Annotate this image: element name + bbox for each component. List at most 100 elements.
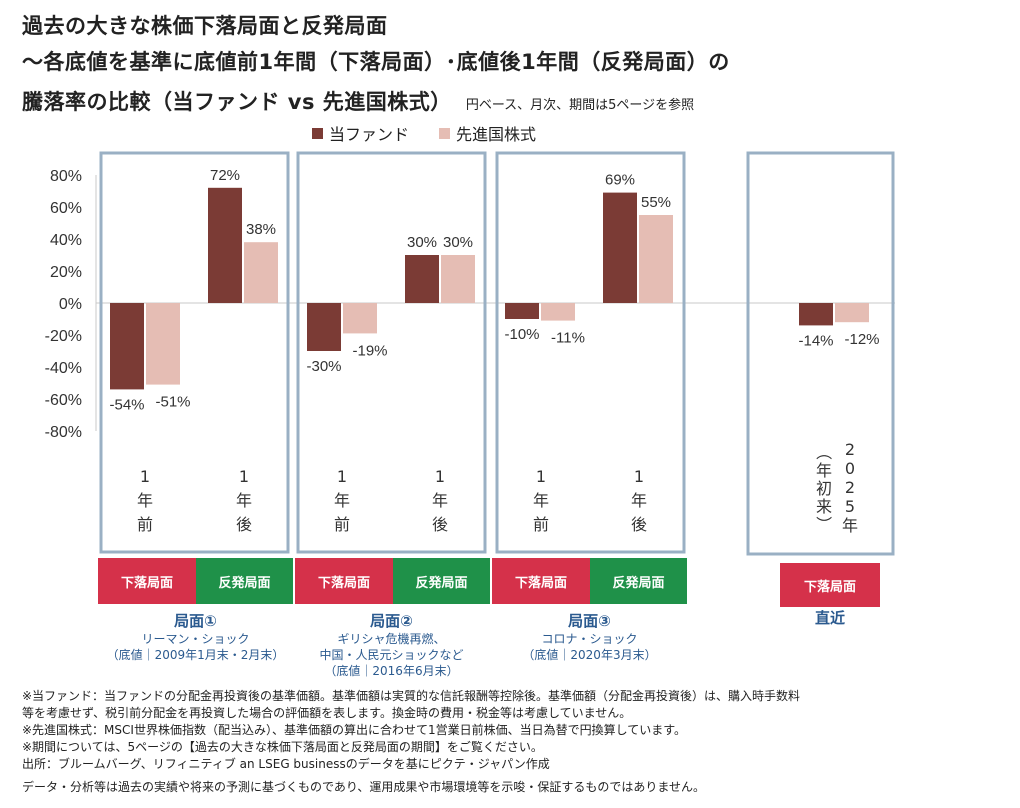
phase2-down-badge: 下落局面 (295, 558, 393, 604)
category-label-char: （ (814, 444, 833, 460)
phase2-name: 局面② (370, 612, 413, 630)
category-label-char: 1 (634, 467, 644, 486)
legend: 当ファンド 先進国株式 (312, 121, 566, 145)
phase2-event: ギリシャ危機再燃、 (337, 632, 446, 646)
phase1-info: 局面① リーマン・ショック （底値｜2009年1月末・2月末） (98, 610, 293, 663)
bar-index (146, 303, 180, 385)
phase1-up-badge: 反発局面 (196, 558, 293, 604)
y-tick-label: 0% (59, 296, 82, 313)
y-tick-label: 20% (50, 264, 82, 281)
title-line-3: 騰落率の比較（当ファンド vs 先進国株式） 円ベース、月次、期間は5ページを参照 (22, 86, 694, 116)
category-label-char: 後 (631, 515, 647, 534)
category-label-char: 年 (533, 491, 549, 510)
title-line-3-text: 騰落率の比較（当ファンド vs 先進国株式） (22, 90, 452, 114)
phase-frame (746, 151, 895, 556)
data-label-index: -19% (352, 342, 387, 359)
recent-name: 直近 (814, 609, 845, 627)
bar-index (244, 242, 278, 303)
footnote-4: ※期間については、5ページの【過去の大きな株価下落局面と反発局面の期間】をご覧く… (22, 740, 543, 754)
bar-fund (110, 303, 144, 390)
legend-label-index: 先進国株式 (456, 125, 537, 144)
phase3-down-badge: 下落局面 (492, 558, 590, 604)
category-label-char: 後 (236, 515, 252, 534)
data-label-fund: 30% (407, 234, 437, 251)
disclaimer: データ・分析等は過去の実績や将来の予測に基づくものであり、運用成果や市場環境等を… (22, 780, 706, 794)
category-label-char: 1 (239, 467, 249, 486)
title-line-1: 過去の大きな株価下落局面と反発局面 (22, 14, 388, 38)
footnote-5: 出所：ブルームバーグ、リフィニティブ an LSEG businessのデータを… (22, 757, 550, 771)
category-label-char: 初 (816, 479, 832, 498)
bar-fund (208, 187, 242, 303)
category-label-char: 年 (334, 491, 350, 510)
bar-fund (405, 255, 439, 303)
y-tick-label: -80% (45, 424, 82, 441)
phase3-bottom: （底値｜2020年3月末） (522, 648, 657, 662)
y-tick-label: 60% (50, 200, 82, 217)
title-line-2: ～各底値を基準に底値前1年間（下落局面）･底値後1年間（反発局面）の (22, 50, 730, 74)
y-tick-label: 80% (50, 168, 82, 185)
category-label-char: ） (814, 516, 833, 532)
category-label-char: 1 (337, 467, 347, 486)
category-label-char: 1 (435, 467, 445, 486)
category-label-char: 年 (842, 516, 858, 535)
bar-index (343, 303, 377, 334)
phase1-event: リーマン・ショック (141, 632, 250, 646)
category-label-char: 1 (140, 467, 150, 486)
category-label-char: 1 (536, 467, 546, 486)
category-label-char: 2 (845, 440, 855, 459)
phase2-up-badge: 反発局面 (393, 558, 490, 604)
phase-frame (296, 151, 487, 554)
y-tick-label: 40% (50, 232, 82, 249)
phase2-info: 局面② ギリシャ危機再燃、 中国・人民元ショックなど （底値｜2016年6月末） (293, 610, 490, 679)
bar-fund (505, 303, 539, 319)
phase1-name: 局面① (174, 612, 217, 630)
phase1-down-badge: 下落局面 (98, 558, 196, 604)
category-label-char: 5 (845, 497, 855, 516)
category-label-char: 0 (845, 459, 855, 478)
legend-swatch-index (439, 127, 451, 139)
data-label-fund: 69% (605, 172, 635, 189)
data-label-index: -11% (551, 330, 585, 347)
footnote-2: 等を考慮せず、税引前分配金を再投資した場合の評価額を表します。換金時の費用・税金… (22, 706, 632, 720)
category-label-char: 来 (816, 497, 832, 516)
category-label-char: 年 (816, 461, 832, 480)
category-label-char: 年 (137, 491, 153, 510)
recent-info: 直近 (780, 607, 880, 628)
bar-chart: 80% 60% 40% 20% 0% -20% -40% -60% -80% -54% -51% 72… (45, 151, 895, 556)
data-label-fund: 72% (210, 167, 240, 184)
phase2-event-2: 中国・人民元ショックなど (319, 648, 464, 662)
phase2-bottom: （底値｜2016年6月末） (324, 664, 459, 678)
bar-index (639, 215, 673, 303)
legend-label-fund: 当ファンド (329, 125, 410, 144)
data-label-fund: -14% (798, 332, 833, 349)
data-label-fund: -54% (109, 396, 144, 413)
recent-down-badge: 下落局面 (780, 563, 880, 607)
data-label-index: -51% (155, 394, 190, 411)
bar-fund (307, 303, 341, 351)
category-label-char: 年 (432, 491, 448, 510)
footnotes: ※当ファンド：当ファンドの分配金再投資後の基準価額。基準価額は実質的な信託報酬等… (22, 688, 1012, 796)
bar-fund (799, 303, 833, 326)
y-tick-label: -20% (45, 328, 82, 345)
y-tick-label: -60% (45, 392, 82, 409)
legend-item-index: 先進国株式 (439, 121, 536, 145)
legend-item-fund: 当ファンド (312, 121, 409, 145)
phase3-event: コロナ・ショック (541, 632, 638, 646)
bar-index (541, 303, 575, 321)
phase3-info: 局面③ コロナ・ショック （底値｜2020年3月末） (492, 610, 687, 663)
data-label-index: 30% (443, 234, 473, 251)
phase3-up-badge: 反発局面 (590, 558, 687, 604)
category-label-char: 年 (631, 491, 647, 510)
footnote-3: ※先進国株式：MSCI世界株価指数（配当込み）、基準価額の算出に合わせて1営業日… (22, 723, 687, 737)
phase3-name: 局面③ (568, 612, 611, 630)
category-label-char: 前 (533, 515, 549, 534)
category-label-char: 後 (432, 515, 448, 534)
data-label-fund: -30% (306, 358, 341, 375)
data-label-index: 38% (246, 221, 276, 238)
bar-index (441, 255, 475, 303)
bar-fund (603, 192, 637, 303)
phase-frame (495, 151, 686, 554)
phase-frame (99, 151, 290, 554)
legend-swatch-fund (312, 127, 323, 139)
bar-index (835, 303, 869, 323)
